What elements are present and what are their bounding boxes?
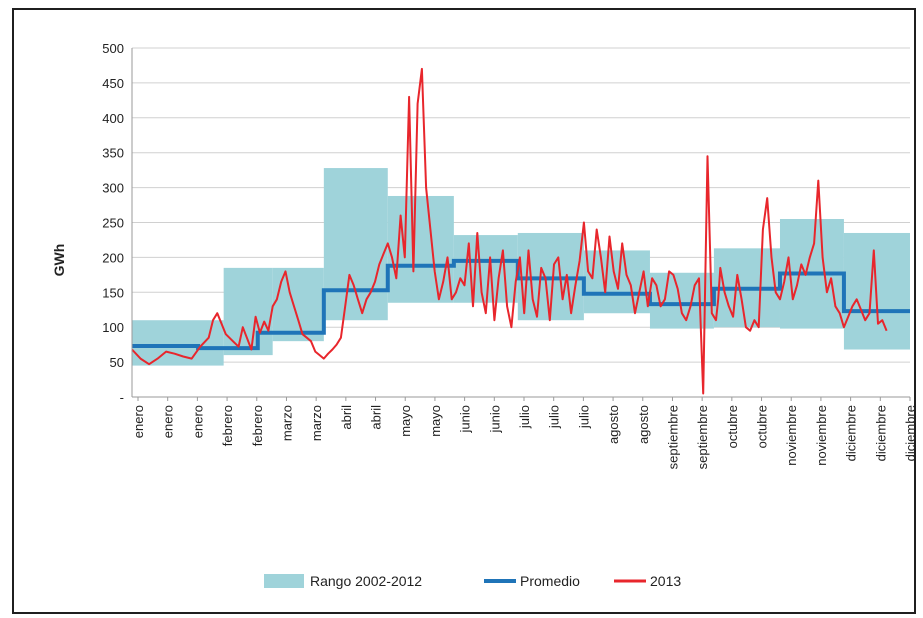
range-band-segment — [272, 267, 324, 342]
y-tick-label: 150 — [102, 285, 124, 300]
y-tick-label: 450 — [102, 76, 124, 91]
x-tick-label: agosto — [606, 405, 621, 444]
x-tick-label: junio — [487, 405, 502, 433]
x-tick-label: abril — [369, 405, 384, 430]
y-tick-label: 100 — [102, 320, 124, 335]
legend-range-swatch — [264, 574, 304, 588]
x-tick-label: enero — [131, 405, 146, 438]
x-tick-label: diciembre — [844, 405, 859, 461]
x-tick-label: octubre — [755, 405, 770, 448]
axes — [131, 48, 910, 398]
y-tick-label: 500 — [102, 41, 124, 56]
x-tick-label: julio — [517, 405, 532, 429]
x-tick-label: enero — [161, 405, 176, 438]
range-band-segment — [132, 320, 224, 366]
x-tick-label: diciembre — [873, 405, 888, 461]
x-tick-label: diciembre — [903, 405, 918, 461]
legend-range-label: Rango 2002-2012 — [310, 573, 422, 589]
x-tick-label: septiembre — [695, 405, 710, 469]
range-band-segment — [323, 168, 388, 321]
x-tick-label: octubre — [725, 405, 740, 448]
x-tick-label: julio — [576, 405, 591, 429]
x-tick-label: mayo — [428, 405, 443, 437]
legend: Rango 2002-2012 Promedio 2013 — [264, 573, 681, 589]
x-tick-label: febrero — [220, 405, 235, 446]
legend-average-label: Promedio — [520, 573, 580, 589]
x-tick-label: enero — [190, 405, 205, 438]
x-tick-label: abril — [339, 405, 354, 430]
x-tick-label: julio — [547, 405, 562, 429]
y-tick-label: 300 — [102, 181, 124, 196]
y-tick-label: - — [120, 390, 124, 405]
x-tick-labels: enero enero enero febrero febrero marzo marzo a… — [131, 397, 918, 469]
x-tick-label: marzo — [279, 405, 294, 441]
range-band-segment — [649, 272, 714, 329]
chart-svg: - 50 100 150 200 250 300 350 400 450 500 enero ener… — [51, 41, 918, 589]
x-tick-label: febrero — [250, 405, 265, 446]
y-tick-label: 350 — [102, 146, 124, 161]
x-tick-label: marzo — [309, 405, 324, 441]
y-tick-label: 400 — [102, 111, 124, 126]
x-tick-label: junio — [458, 405, 473, 433]
series-2013 — [131, 67, 888, 395]
chart-frame: - 50 100 150 200 250 300 350 400 450 500 enero ener… — [12, 8, 918, 614]
x-tick-label: noviembre — [784, 405, 799, 466]
legend-2013-label: 2013 — [650, 573, 681, 589]
range-band-segment — [453, 235, 518, 303]
y-tick-labels: - 50 100 150 200 250 300 350 400 450 500 — [102, 41, 124, 405]
x-tick-label: septiembre — [665, 405, 680, 469]
x-tick-label: mayo — [398, 405, 413, 437]
x-tick-label: noviembre — [814, 405, 829, 466]
y-tick-label: 250 — [102, 216, 124, 231]
y-tick-label: 200 — [102, 250, 124, 265]
series-2013-line — [131, 67, 888, 395]
y-tick-label: 50 — [110, 355, 124, 370]
y-axis-label: GWh — [51, 244, 67, 277]
x-tick-label: agosto — [636, 405, 651, 444]
